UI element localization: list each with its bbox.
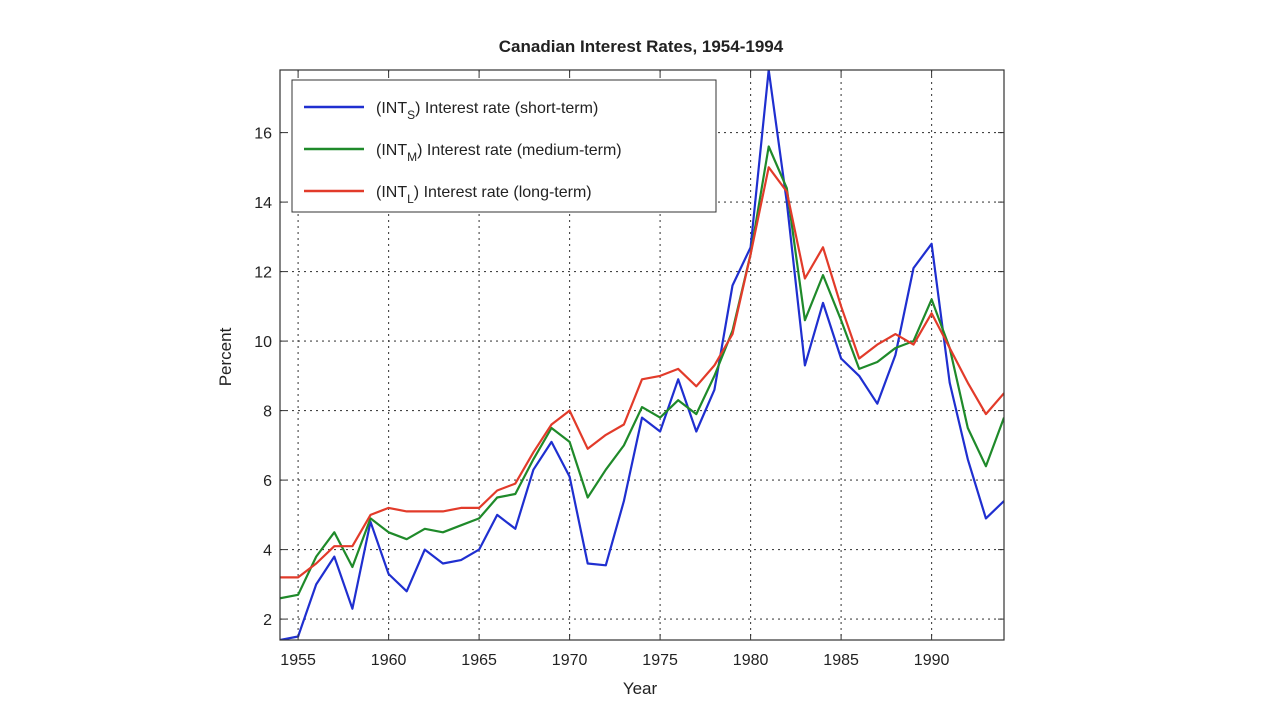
chart-title: Canadian Interest Rates, 1954-1994 — [499, 37, 784, 56]
series-group — [280, 70, 1004, 640]
y-axis-ticks: 2 4 6 8 10 12 14 16 — [254, 126, 1004, 629]
y-tick-label: 14 — [254, 195, 272, 212]
legend-entry-l: (INTL) Interest rate (long-term) — [376, 184, 592, 206]
y-tick-label: 10 — [254, 334, 272, 351]
y-tick-label: 2 — [263, 612, 272, 629]
legend-entry-m: (INTM) Interest rate (medium-term) — [376, 142, 622, 164]
series-line-l — [280, 166, 1004, 579]
x-axis-ticks: 1955 1960 1965 1970 1975 1980 1985 1990 — [280, 70, 949, 669]
x-tick-label: 1990 — [914, 652, 950, 669]
x-tick-label: 1955 — [280, 652, 316, 669]
y-tick-label: 12 — [254, 265, 272, 282]
y-axis-label: Percent — [216, 327, 235, 386]
y-tick-label: 8 — [263, 404, 272, 421]
legend-entry-s: (INTS) Interest rate (short-term) — [376, 100, 598, 122]
x-tick-label: 1975 — [642, 652, 678, 669]
x-tick-label: 1980 — [733, 652, 769, 669]
x-tick-label: 1985 — [823, 652, 859, 669]
plot-frame — [279, 69, 1005, 641]
y-tick-label: 16 — [254, 126, 272, 143]
grid — [280, 70, 1004, 640]
y-tick-label: 4 — [263, 543, 272, 560]
y-tick-label: 6 — [263, 473, 272, 490]
x-tick-label: 1970 — [552, 652, 588, 669]
series-line-m — [280, 145, 1004, 600]
x-axis-label: Year — [623, 679, 658, 698]
legend: (INTS) Interest rate (short-term) (INTM) … — [291, 79, 717, 213]
x-tick-label: 1960 — [371, 652, 407, 669]
x-tick-label: 1965 — [461, 652, 497, 669]
series-lines — [280, 70, 1004, 640]
series-line-s — [280, 70, 1004, 640]
